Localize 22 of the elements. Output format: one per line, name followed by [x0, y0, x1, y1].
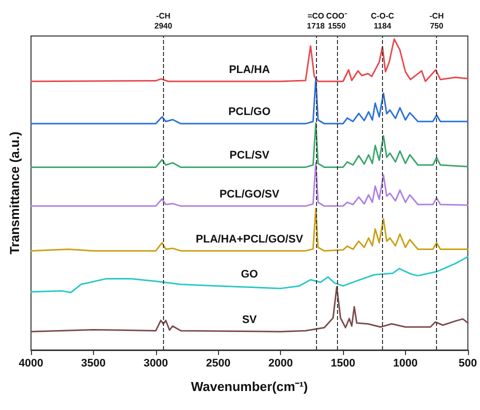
x-tick-label: 3000: [144, 358, 168, 370]
ref-line-label: =CO 1718: [306, 12, 326, 30]
series-label: PCL/GO/SV: [219, 188, 280, 201]
ref-line-label: -CH 750: [430, 12, 444, 30]
series-label: PCL/SV: [230, 150, 270, 162]
x-tick-label: 3500: [81, 358, 106, 370]
ref-line-label: -CH 2940: [154, 12, 173, 30]
ref-line-label: C-O-C 1184: [370, 12, 394, 30]
series-label: PCL/GO: [228, 106, 271, 118]
series-label: SV: [242, 314, 258, 326]
ref-line-label: COO⁻ 1550: [326, 12, 348, 30]
x-axis-title: Wavenumber(cm⁻¹): [190, 379, 308, 394]
x-tick-label: 4000: [18, 358, 44, 370]
x-tick-label: 1500: [330, 358, 356, 370]
series-label: PLA/HA: [228, 64, 270, 76]
x-tick-label: 500: [458, 358, 478, 370]
x-tick-label: 2500: [206, 358, 230, 370]
y-axis-title: Transmittance (a.u.): [7, 132, 22, 254]
series-label: PLA/HA+PCL/GO/SV: [196, 233, 304, 246]
x-tick-label: 2000: [268, 358, 293, 370]
series-label: GO: [240, 268, 258, 280]
x-tick-label: 1000: [393, 358, 418, 370]
